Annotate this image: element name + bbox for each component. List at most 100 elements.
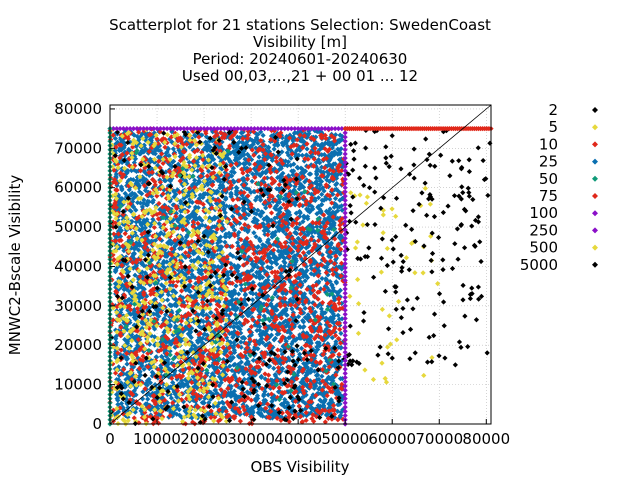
point-25-0-3197: [304, 340, 310, 346]
point-25-0-3386: [188, 334, 194, 341]
point-25-0-1934: [297, 275, 303, 281]
point-25-0-2807: [231, 340, 237, 346]
point-25-0-2559: [230, 331, 237, 337]
point-25-0-2918: [257, 331, 263, 337]
point-25-0-53: [240, 371, 247, 377]
point-25-0-779: [220, 317, 226, 323]
point-25-0-1646: [265, 228, 271, 234]
point-25-0-2681: [261, 391, 267, 397]
point-25-0-1809: [216, 176, 222, 183]
point-25-0-1987: [275, 142, 281, 149]
point-25-0-4360: [216, 235, 222, 241]
point-25-0-4016: [250, 373, 256, 380]
point-25-0-2968: [144, 401, 150, 407]
point-25-0-4324: [319, 152, 325, 158]
point-25-0-1320: [316, 175, 322, 181]
point-25-0-422: [147, 341, 153, 348]
point-25-0-987: [290, 200, 296, 206]
point-25-0-93: [236, 291, 242, 297]
point-25-0-3678: [189, 413, 195, 419]
point-25-0-197: [269, 412, 275, 418]
point-25-0-2871: [164, 362, 170, 369]
point-25-0-1825: [308, 265, 314, 272]
point-25-0-3930: [239, 322, 245, 328]
point-25-0-2841: [222, 210, 228, 216]
point-25-0-2943: [263, 328, 269, 334]
point-25-0-3815: [187, 293, 193, 300]
point-25-0-3192: [336, 390, 342, 396]
point-25-0-3611: [278, 205, 284, 211]
point-10-1-208: [298, 413, 304, 420]
point-10-1-88: [237, 215, 244, 221]
point-25-0-1037: [174, 330, 180, 336]
point-25-0-4638: [242, 206, 248, 212]
point-25-0-1762: [158, 282, 165, 288]
point-25-0-3347: [339, 195, 346, 202]
point-25-0-3688: [166, 313, 173, 320]
point-10-1-207: [259, 386, 265, 392]
point-25-0-4665: [269, 231, 275, 237]
point-25-0-4405: [251, 188, 257, 195]
point-25-0-3577: [150, 150, 156, 156]
point-25-0-3617: [251, 404, 257, 411]
point-25-0-2659: [257, 194, 263, 200]
point-25-0-692: [195, 301, 201, 307]
point-25-0-2975: [242, 156, 248, 162]
point-25-0-2746: [156, 221, 162, 227]
point-25-0-3239: [224, 272, 231, 278]
point-25-0-273: [253, 234, 259, 240]
point-25-0-3093: [153, 365, 160, 371]
point-25-0-4627: [156, 382, 163, 388]
point-25-0-121: [338, 146, 344, 152]
point-25-0-4553: [246, 327, 252, 333]
point-25-0-1106: [285, 225, 291, 231]
point-25-0-3656: [334, 245, 340, 252]
point-25-0-2851: [288, 240, 294, 246]
point-25-0-2450: [182, 382, 188, 388]
point-10-1-12: [178, 288, 185, 294]
point-25-0-3215: [134, 294, 141, 301]
data-points: [107, 126, 494, 427]
point-25-0-4190: [305, 351, 311, 357]
point-25-0-2070: [256, 236, 263, 242]
point-25-0-3769: [139, 190, 145, 197]
point-25-0-4091: [115, 409, 122, 415]
point-25-0-4657: [197, 192, 203, 198]
point-10-1-78: [272, 360, 279, 367]
point-25-0-3766: [254, 194, 260, 201]
point-25-0-4150: [305, 382, 311, 388]
point-25-0-3631: [213, 334, 219, 341]
point-25-0-73: [337, 197, 343, 203]
point-25-0-3870: [198, 343, 204, 349]
point-25-0-3112: [288, 162, 294, 168]
point-25-0-1208: [163, 312, 169, 318]
point-25-0-4683: [208, 396, 214, 402]
point-25-0-3606: [159, 262, 165, 268]
point-25-0-327: [286, 357, 292, 363]
point-25-0-2554: [305, 332, 311, 339]
point-25-0-3012: [178, 352, 184, 358]
point-25-0-2454: [296, 236, 302, 242]
point-25-0-3918: [140, 200, 147, 206]
point-25-0-4438: [133, 219, 139, 225]
point-25-0-3233: [211, 403, 217, 410]
point-25-0-3610: [191, 343, 198, 349]
point-25-0-4085: [285, 320, 291, 326]
point-25-0-4691: [257, 269, 263, 275]
point-25-0-3306: [292, 315, 298, 321]
point-25-0-3452: [239, 383, 245, 389]
point-25-0-2207: [115, 192, 122, 198]
point-25-0-4637: [297, 384, 303, 390]
point-25-0-3119: [314, 405, 321, 411]
point-25-0-2710: [241, 175, 247, 182]
point-25-0-2153: [293, 266, 299, 273]
point-25-0-3297: [317, 168, 324, 175]
point-25-0-2267: [151, 326, 158, 332]
point-25-0-4121: [120, 404, 126, 411]
point-25-0-3912: [286, 248, 292, 254]
point-10-1-249: [274, 378, 280, 384]
point-25-0-283: [196, 334, 202, 340]
point-25-0-1008: [142, 187, 149, 194]
point-25-0-1168: [238, 282, 244, 288]
point-25-0-1327: [279, 135, 285, 141]
